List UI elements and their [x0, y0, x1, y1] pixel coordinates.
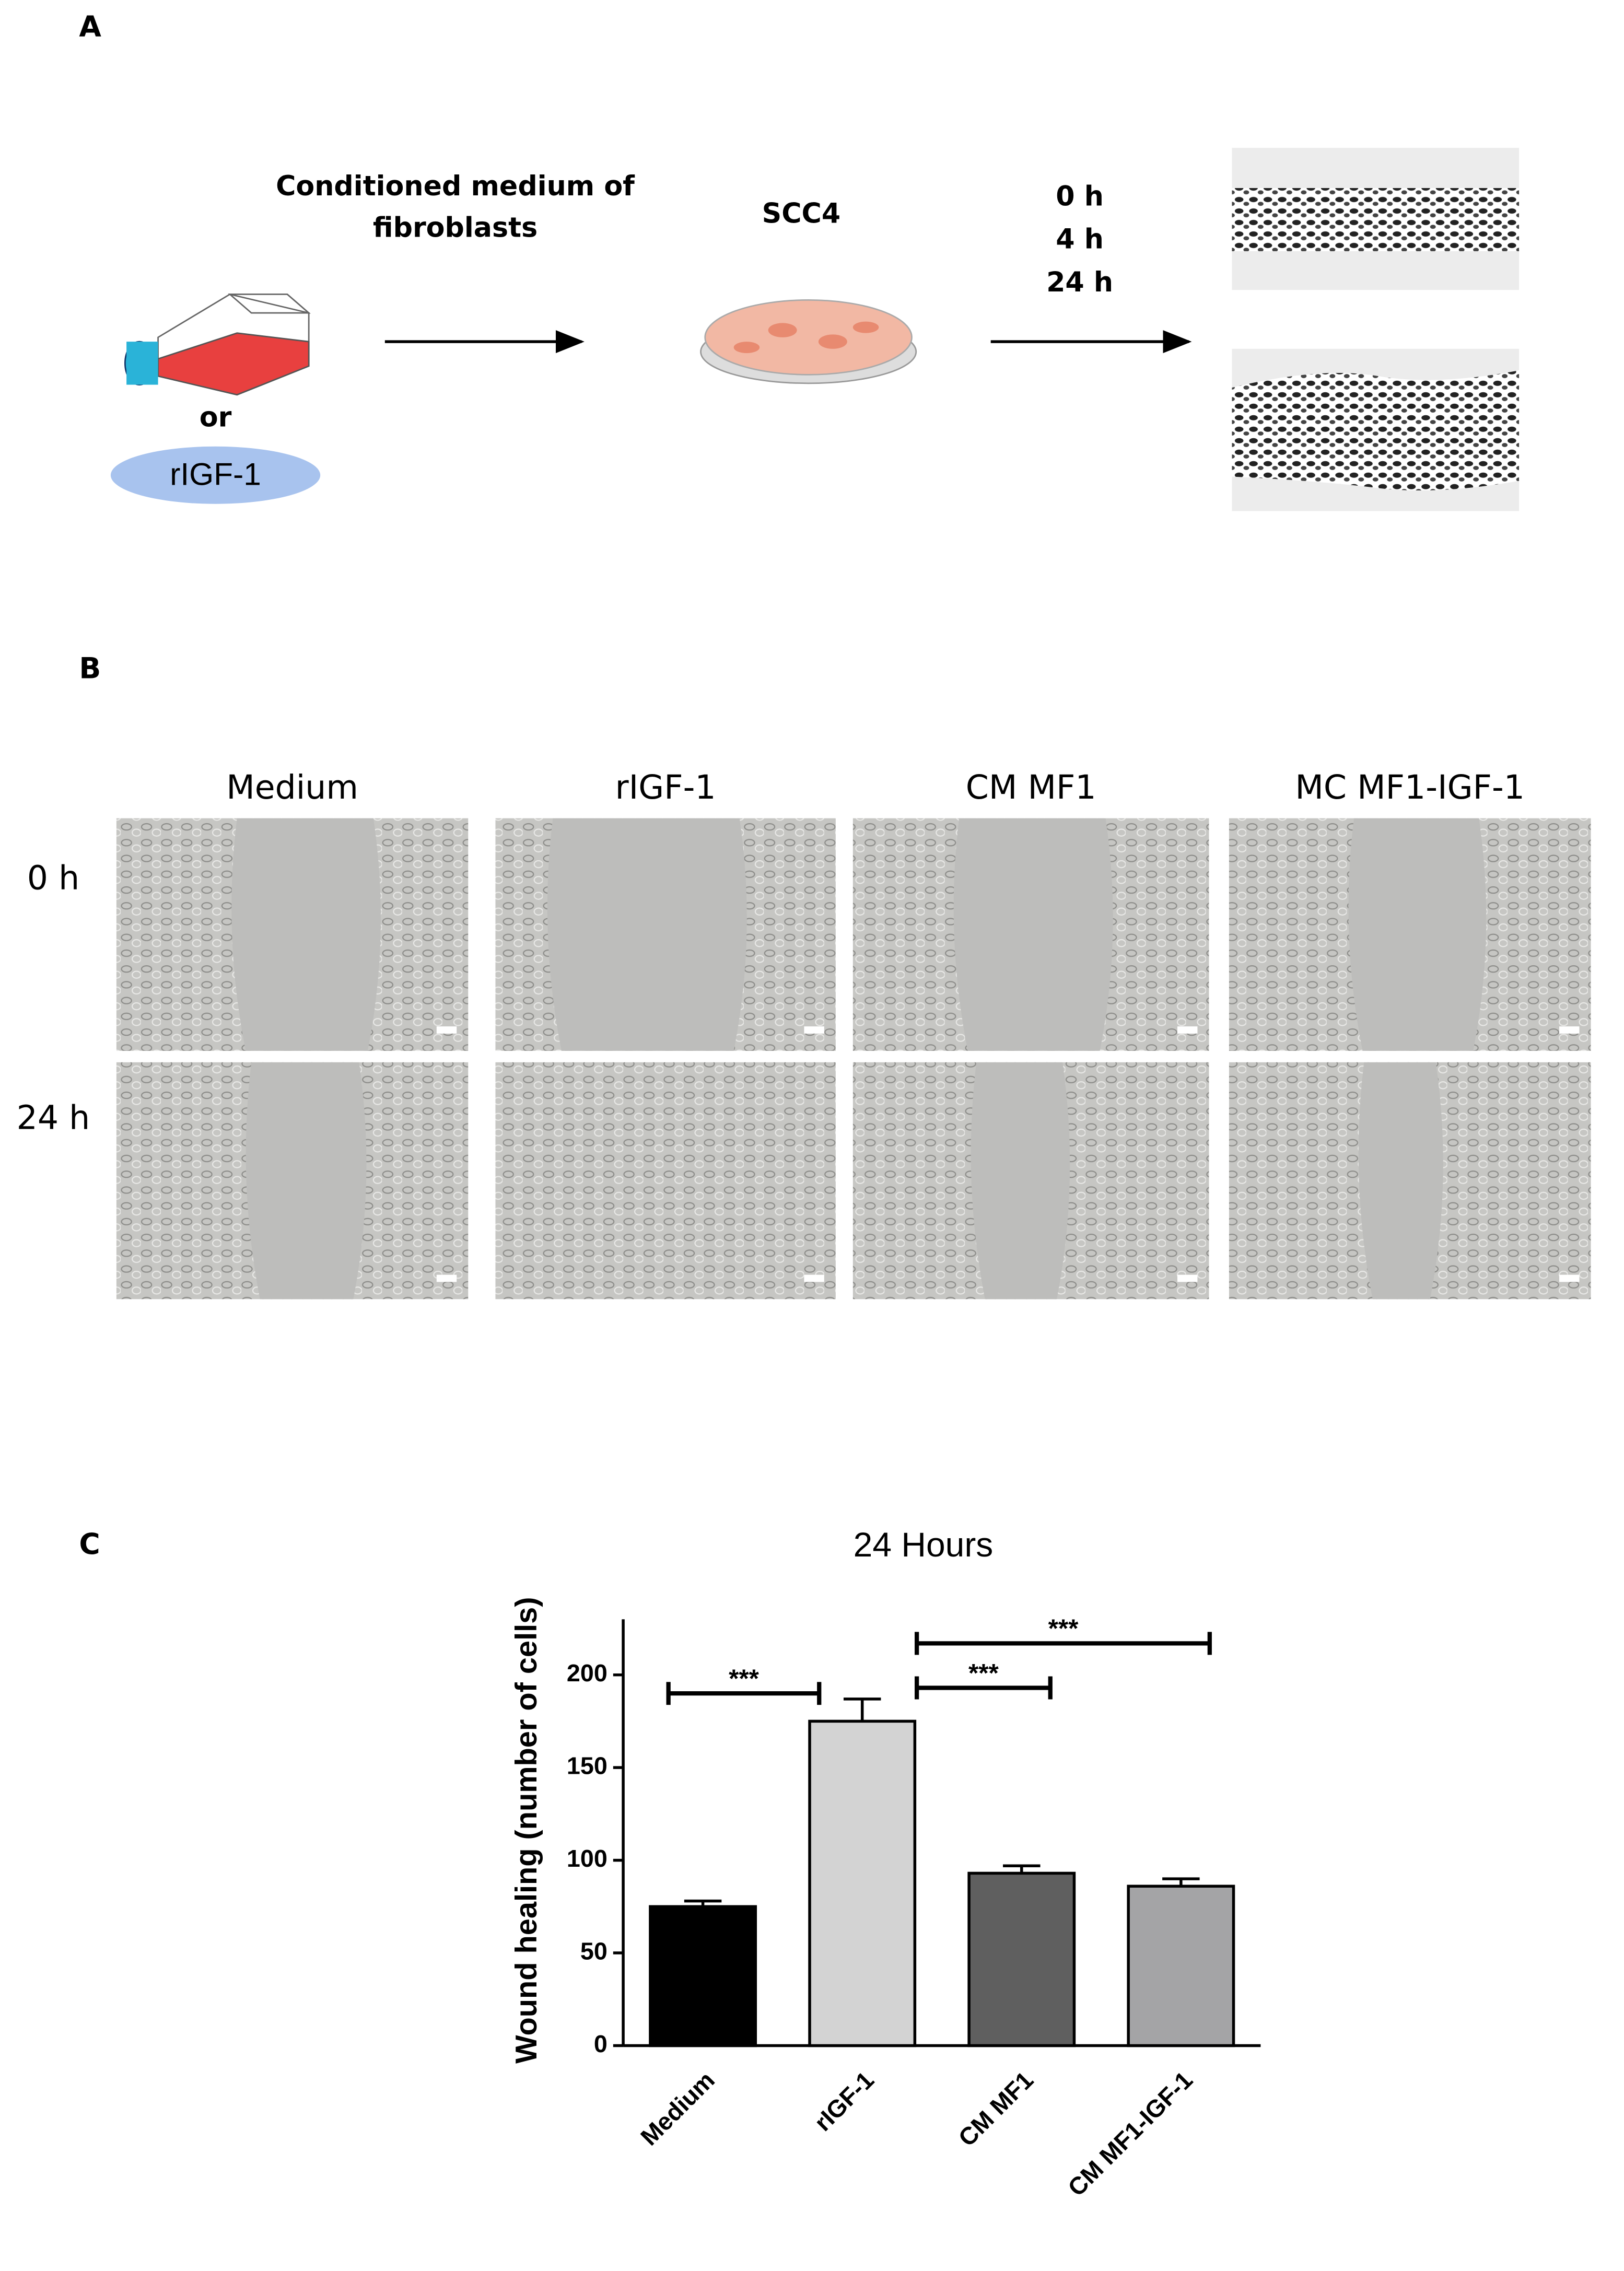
row-label: 0 h [27, 858, 79, 897]
panel-label: C [79, 1527, 100, 1561]
column-header: CM MF1 [966, 768, 1096, 806]
time-text: 24 h [1046, 267, 1113, 298]
bar [649, 1905, 757, 2047]
y-tick-label: 150 [567, 1752, 607, 1779]
x-tick-label: CM MF1 [953, 2066, 1038, 2151]
panel-label: B [79, 652, 101, 685]
y-tick-label: 0 [594, 2030, 607, 2057]
column-header: MC MF1-IGF-1 [1295, 768, 1525, 806]
factor-text: rIGF-1 [170, 456, 261, 491]
scale-bar [1559, 1026, 1580, 1034]
y-axis-label: Wound healing (number of cells) [510, 1597, 543, 2064]
source-line: fibroblasts [373, 213, 538, 244]
bar [967, 1871, 1076, 2047]
y-tick-label: 200 [567, 1659, 607, 1687]
scale-bar [804, 1274, 824, 1282]
or-text: or [200, 402, 232, 434]
panel-label: A [79, 10, 101, 43]
scale-bar [1559, 1274, 1580, 1282]
x-tick-label: CM MF1-IGF-1 [1062, 2066, 1198, 2202]
wound-area [246, 1062, 367, 1300]
time-text: 4 h [1056, 224, 1104, 255]
wound-area [1358, 1062, 1443, 1300]
significance-label: *** [968, 1659, 999, 1688]
row-label: 24 h [17, 1098, 90, 1137]
scale-bar [1177, 1274, 1198, 1282]
column-header: rIGF-1 [615, 768, 716, 806]
flask-icon [124, 293, 311, 396]
column-header: Medium [226, 768, 358, 806]
time-text: 0 h [1056, 181, 1104, 212]
scale-bar [436, 1274, 457, 1282]
y-tick-label: 100 [567, 1845, 607, 1872]
chart-title: 24 Hours [854, 1525, 994, 1564]
dish-icon [700, 299, 917, 384]
significance-label: *** [1048, 1614, 1079, 1643]
scale-bar [436, 1026, 457, 1034]
wound-area [953, 818, 1113, 1051]
micrograph [495, 1062, 836, 1300]
wound-area [547, 818, 747, 1051]
x-tick-label: rIGF-1 [809, 2066, 879, 2136]
scale-bar [804, 1026, 824, 1034]
x-tick-label: Medium [635, 2066, 720, 2151]
significance-label: *** [729, 1665, 760, 1693]
wound-area [1348, 818, 1487, 1051]
cells-text: SCC4 [762, 198, 841, 229]
factor-ellipse [110, 446, 321, 504]
wound-area [971, 1062, 1070, 1300]
bar [1127, 1884, 1235, 2047]
y-tick-label: 50 [580, 1937, 607, 1964]
bar [808, 1719, 917, 2047]
source-line: Conditioned medium of [276, 171, 635, 202]
scale-bar [1177, 1026, 1198, 1034]
wound-area [231, 818, 381, 1051]
wound-sketch [1232, 148, 1520, 511]
